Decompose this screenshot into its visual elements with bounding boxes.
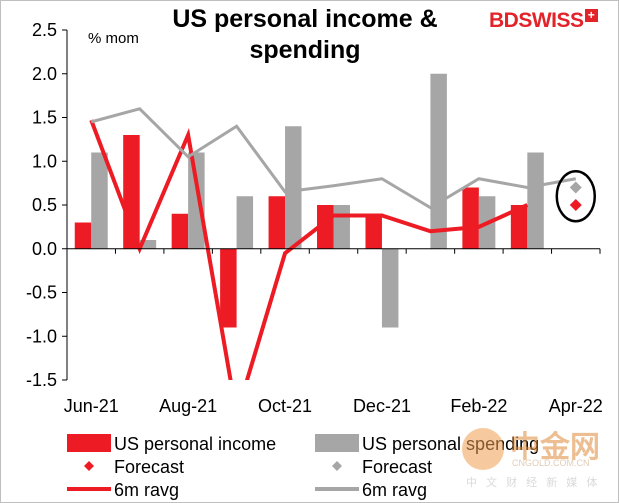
legend-item: US personal income [67,434,276,454]
spending-bar [139,240,157,249]
forecast-highlight-circle [555,170,597,223]
income-bar [365,213,382,249]
legend-swatch-bar [315,434,359,452]
income-forecast-marker [569,199,582,211]
x-tick-label: Feb-22 [450,396,507,416]
income-bar [220,248,237,328]
y-tick-label: 2.0 [32,64,57,84]
legend-label: US personal income [114,434,276,454]
spending-bar [381,248,399,328]
spending-bar [188,152,205,249]
legend-label: Forecast [362,457,432,477]
x-axis: Jun-21 Aug-21 Oct-21 Dec-21 Feb-22 Apr-22 [64,248,603,416]
legend-item: 6m ravg [315,480,427,500]
unit-label: % mom [88,30,139,47]
brand-logo-text: BDSWISS [489,9,584,32]
y-tick-label: 1.5 [32,108,57,128]
legend-swatch-marker [332,461,342,471]
brand-plus-icon: + [584,9,598,22]
x-tick-label: Aug-21 [159,396,217,416]
y-tick-label: 0.5 [32,195,57,215]
x-tick-label: Oct-21 [258,396,312,416]
income-bar [317,205,334,249]
legend-item: Forecast [84,457,184,477]
spending-bar [236,196,254,249]
watermark-subtitle: 中 文 财 经 新 媒 体 [466,477,601,489]
legend-swatch-marker [84,461,94,471]
watermark-name: 中金网 [510,430,600,465]
legend-label: Forecast [114,457,184,477]
y-tick-label: -1.5 [26,370,57,390]
legend-label: 6m ravg [362,480,427,500]
y-axis: 2.5 2.0 1.5 1.0 0.5 0.0 -0.5 -1.0 -1.5 [26,20,68,390]
y-tick-label: -0.5 [26,283,57,303]
spending-forecast-marker [569,181,582,194]
spending-bar [333,205,350,249]
x-tick-label: Jun-21 [64,396,119,416]
legend-item: 6m ravg [67,480,179,500]
watermark-logo: 中金网 CNGOLD.COM.CN 中 文 财 经 新 媒 体 [462,422,612,492]
legend-item: Forecast [332,457,432,477]
income-6m-ravg-line [89,119,529,380]
brand-logo: BDSWISS + [489,9,598,33]
y-tick-label: 0.0 [32,239,57,259]
spending-bar [527,152,544,249]
y-tick-label: -1.0 [26,326,57,346]
income-bar [510,205,528,249]
income-bar [74,222,92,249]
income-bar [462,187,479,249]
plot-area [74,73,597,380]
y-tick-label: 1.0 [32,151,57,171]
y-tick-label: 2.5 [32,20,57,40]
spending-bar [91,152,108,249]
watermark-url: CNGOLD.COM.CN [512,458,590,468]
spending-bar [285,126,302,249]
spending-bar [430,73,447,249]
spending-6m-ravg-line [90,107,577,210]
income-bar [268,196,286,249]
income-bar [171,213,189,249]
legend-swatch-bar [67,434,111,452]
chart-title: US personal income & spending [172,5,438,64]
legend-label: 6m ravg [114,480,179,500]
x-tick-label: Apr-22 [549,396,603,416]
watermark-icon [462,428,504,470]
x-tick-label: Dec-21 [353,396,411,416]
